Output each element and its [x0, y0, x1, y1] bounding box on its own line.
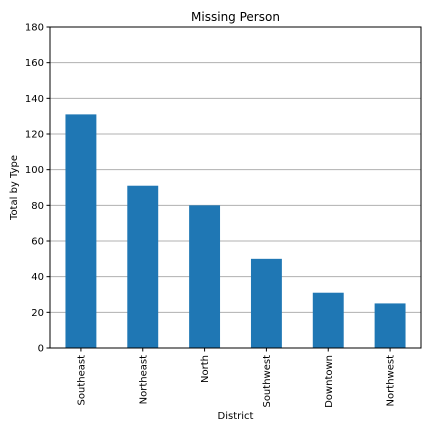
- y-tick-label: 40: [31, 272, 44, 283]
- x-axis-label: District: [218, 411, 254, 422]
- y-tick-label: 140: [25, 94, 44, 105]
- y-tick-label: 20: [31, 308, 44, 319]
- bar-northeast: [127, 185, 159, 348]
- x-axis: Southeast Northeast North Southwest Downtown…: [76, 348, 397, 408]
- bar-northwest: [374, 303, 406, 348]
- y-tick-label: 100: [25, 165, 44, 176]
- y-tick-label: 180: [25, 23, 44, 34]
- grid-lines: [50, 62, 421, 313]
- bar-southwest: [250, 258, 282, 348]
- bars: [65, 114, 406, 348]
- y-tick-label: 120: [25, 130, 44, 141]
- y-axis: 0 20 40 60 80 100 120 140 160 180: [25, 23, 50, 355]
- y-tick-label: 0: [38, 344, 44, 355]
- x-tick-label: Northeast: [138, 355, 149, 404]
- x-tick-label: Southeast: [76, 355, 87, 406]
- y-axis-label: Total by Type: [9, 155, 20, 221]
- bar-southeast: [65, 114, 97, 348]
- bar-downtown: [312, 292, 344, 348]
- y-tick-label: 60: [31, 237, 44, 248]
- x-tick-label: Southwest: [262, 355, 273, 408]
- y-tick-label: 160: [25, 58, 44, 69]
- y-tick-label: 80: [31, 201, 44, 212]
- plot-frame: [49, 26, 422, 349]
- bar-north: [189, 205, 221, 348]
- x-tick-label: North: [200, 355, 211, 383]
- x-tick-label: Northwest: [386, 355, 397, 407]
- chart-title: Missing Person: [191, 10, 280, 24]
- x-tick-label: Downtown: [324, 355, 335, 408]
